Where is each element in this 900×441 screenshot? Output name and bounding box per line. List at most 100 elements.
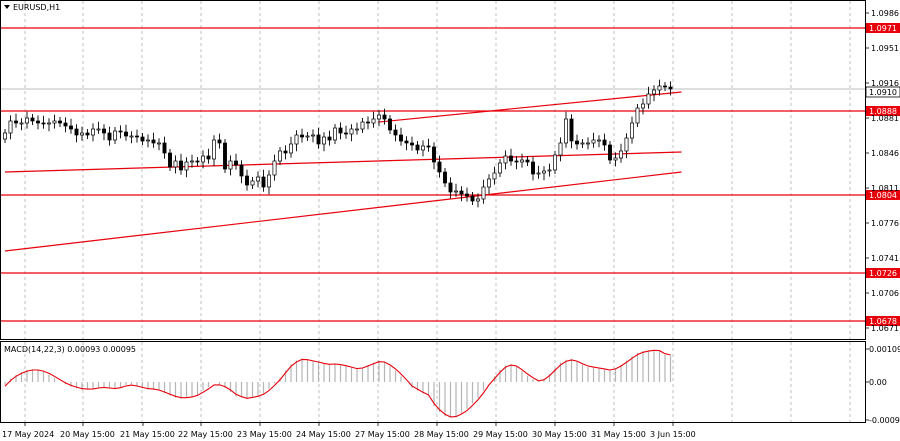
candle-body [91,128,95,136]
candle-body [547,169,552,172]
level-price-tag [866,106,900,116]
candle-body [608,144,612,161]
candle-body [267,174,271,188]
candle-body [300,134,304,138]
candle-body [19,122,24,125]
candle-body [256,176,260,182]
candle-body [514,160,519,163]
time-tick-label: 17 May 2024 [2,430,54,439]
macd-tick-label: -0.00099 [869,416,900,425]
time-tick-label: 23 May 15:00 [237,430,292,439]
candle-body [459,190,464,195]
candle-body [184,161,189,171]
candle-body [113,130,117,141]
main-pane-frame [0,0,866,340]
candle-body [195,160,200,163]
price-candles [3,79,673,208]
candle-body [580,142,585,145]
candle-body [503,155,508,164]
time-tick-label: 29 May 15:00 [473,430,528,439]
candle-body [278,150,282,162]
candle-body [333,127,337,141]
level-price-label: 1.0888 [869,107,897,116]
level-price-tag [866,23,900,33]
candle-body [228,160,233,170]
candle-body [85,132,90,136]
candle-body [382,114,387,120]
price-tick-label: 1.0916 [871,79,899,88]
candle-body [151,139,156,144]
candle-body [591,139,596,144]
candle-body [217,139,222,144]
candle-body [305,135,310,138]
candle-body [140,136,145,142]
candle-body [157,142,161,145]
time-tick-label: 3 Jun 15:00 [650,430,696,439]
candle-body [481,186,486,200]
candle-body [624,137,629,152]
candle-body [47,122,51,125]
candle-body [162,142,167,154]
candle-body [399,134,403,142]
candle-body [316,134,321,145]
candle-body [41,122,46,125]
candle-body [63,122,68,127]
candle-body [410,142,414,146]
trend-channel[interactable] [4,91,682,252]
candle-body [536,172,541,175]
price-tick-label: 1.0986 [871,9,899,18]
time-tick-label: 24 May 15:00 [296,430,351,439]
horizontal-levels[interactable]: 1.0971 1.0888 1.0804 1.0726 1.0678 [1,23,900,326]
time-axis: 17 May 2024 20 May 15:00 21 May 15:00 22 Ma… [2,422,696,439]
candle-body [426,145,431,148]
trend-line[interactable] [4,171,682,252]
candle-body [74,128,79,136]
candle-body [492,172,497,180]
candle-body [360,121,365,130]
candle-body [173,160,178,168]
price-axis: 1.0986 1.0951 1.0916 1.0881 1.0846 1.0811 1.07… [865,9,899,333]
symbol-dropdown-icon[interactable] [4,5,10,9]
candle-body [465,193,469,197]
macd-label: MACD(14,22,3) 0.00093 0.00095 [4,345,136,354]
candle-body [520,159,524,163]
trend-line[interactable] [4,151,682,173]
price-tick-label: 1.0741 [871,254,899,263]
price-tick-label: 1.0706 [871,289,899,298]
price-tick-label: 1.0671 [871,324,899,333]
macd-tick-label: 0.00109 [869,345,900,354]
candle-body [509,155,513,162]
candle-body [261,176,266,188]
candle-body [294,134,299,145]
trend-line[interactable] [378,91,682,123]
candle-body [432,146,436,163]
candle-body [542,170,546,174]
candle-body [646,93,651,105]
candle-body [602,139,607,146]
candle-body [668,86,673,90]
candle-body [630,122,634,139]
macd-tick-label: 0.00 [869,378,887,387]
candle-body [470,195,475,202]
candle-body [179,160,183,171]
candle-body [663,85,667,88]
candle-body [311,134,315,137]
candle-body [146,139,150,142]
candle-body [30,117,35,122]
candle-body [652,89,656,95]
candle-body [404,140,409,144]
price-tick-label: 1.0846 [871,149,899,158]
candle-body [415,144,420,151]
candle-body [641,103,645,109]
candle-body [355,128,359,131]
candle-body [168,152,172,168]
candle-body [272,160,277,176]
level-price-tag [866,190,900,200]
candle-body [206,155,211,160]
level-price-tag [866,268,900,278]
level-price-label: 1.0804 [869,191,897,200]
candle-body [454,190,458,193]
price-tick-label: 1.0776 [871,219,899,228]
candle-body [201,155,205,163]
candle-body [239,164,244,177]
